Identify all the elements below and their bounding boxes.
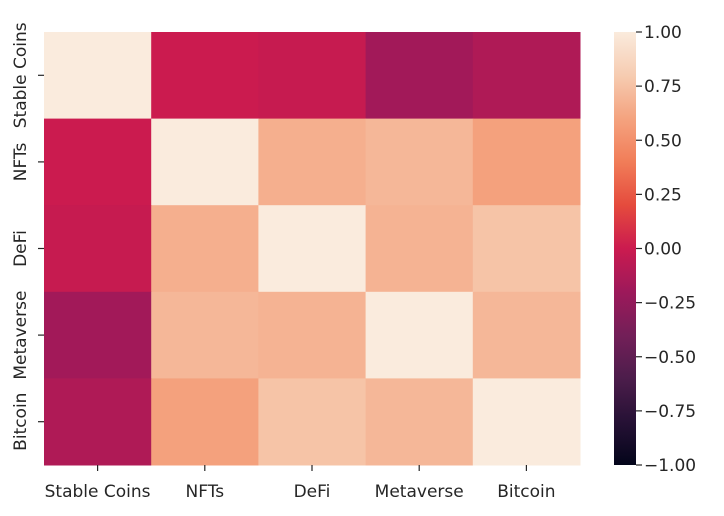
- heatmap-cell: [365, 32, 474, 120]
- x-axis-ticks: Stable Coins NFTs DeFi Metaverse Bitcoin: [45, 465, 556, 502]
- heatmap-cell: [151, 118, 259, 206]
- heatmap-cell: [44, 205, 152, 293]
- colorbar-gradient: [614, 32, 636, 465]
- y-tick-label: Bitcoin: [11, 393, 31, 451]
- y-tick-label: NFTs: [11, 142, 31, 181]
- heatmap-cell: [472, 291, 581, 379]
- heatmap-cells: [44, 32, 581, 466]
- x-tick-label: Stable Coins: [45, 482, 151, 502]
- heatmap-cell: [151, 205, 259, 293]
- heatmap-cell: [151, 32, 259, 120]
- y-tick-label: Stable Coins: [11, 22, 31, 128]
- y-axis-ticks: Stable Coins NFTs DeFi Metaverse Bitcoin: [11, 22, 44, 451]
- heatmap-cell: [258, 291, 367, 379]
- colorbar: 1.00 0.75 0.50 0.25 0.00 −0.25 −0.50 −0.75 −1.00: [614, 23, 696, 476]
- colorbar-tick-label: −0.25: [644, 294, 696, 314]
- heatmap-cell: [151, 291, 259, 379]
- heatmap-cell: [365, 205, 474, 293]
- colorbar-tick-label: 0.50: [644, 131, 682, 151]
- heatmap-cell: [44, 118, 152, 206]
- heatmap-cell: [44, 32, 152, 120]
- heatmap-cell: [365, 118, 474, 206]
- x-tick-label: DeFi: [294, 482, 331, 502]
- heatmap-cell: [258, 205, 367, 293]
- heatmap-cell: [258, 32, 367, 120]
- heatmap-cell: [258, 378, 367, 466]
- colorbar-tick-label: 0.00: [644, 240, 682, 260]
- colorbar-tick-label: −0.75: [644, 402, 696, 422]
- x-tick-label: Bitcoin: [497, 482, 555, 502]
- heatmap-cell: [151, 378, 259, 466]
- colorbar-tick-label: 0.25: [644, 185, 682, 205]
- heatmap-cell: [44, 378, 152, 466]
- heatmap-cell: [472, 205, 581, 293]
- colorbar-tick-label: −0.50: [644, 348, 696, 368]
- heatmap-cell: [472, 118, 581, 206]
- y-tick-label: DeFi: [11, 230, 31, 267]
- x-tick-label: NFTs: [185, 482, 224, 502]
- heatmap-cell: [365, 291, 474, 379]
- heatmap-cell: [365, 378, 474, 466]
- colorbar-tick-label: −1.00: [644, 456, 696, 476]
- colorbar-tick-label: 1.00: [644, 23, 682, 43]
- colorbar-tick-label: 0.75: [644, 77, 682, 97]
- heatmap-cell: [472, 32, 581, 120]
- heatmap-cell: [472, 378, 581, 466]
- x-tick-label: Metaverse: [375, 482, 464, 502]
- heatmap-cell: [258, 118, 367, 206]
- y-tick-label: Metaverse: [11, 291, 31, 380]
- heatmap-cell: [44, 291, 152, 379]
